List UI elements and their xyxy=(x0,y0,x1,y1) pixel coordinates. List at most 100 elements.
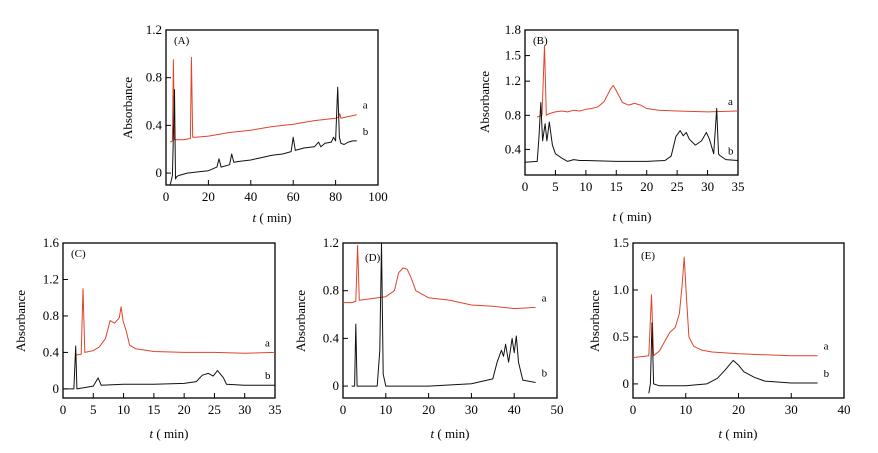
x-tick-label-b: 0 xyxy=(522,179,529,194)
panel-label-b: (B) xyxy=(533,35,548,47)
y-tick-label-b: 1.5 xyxy=(505,48,521,63)
y-axis-label-c: Absorbance xyxy=(13,290,28,352)
panel-label-d: (D) xyxy=(365,252,381,264)
x-tick-label-d: 20 xyxy=(422,402,435,417)
y-tick-label-a: 0.4 xyxy=(146,117,163,132)
y-axis-label-a: Absorbance xyxy=(120,77,135,139)
x-tick-label-e: 0 xyxy=(630,402,637,417)
x-tick-label-a: 0 xyxy=(163,189,170,204)
x-tick-label-c: 5 xyxy=(90,402,97,417)
series-label-b-b: b xyxy=(728,146,734,158)
y-tick-label-d: 1.2 xyxy=(323,235,339,250)
x-tick-label-a: 40 xyxy=(244,189,257,204)
trace-a-d xyxy=(343,244,536,310)
y-tick-label-b: 1.2 xyxy=(505,73,521,88)
x-tick-label-e: 20 xyxy=(732,402,745,417)
y-tick-label-e: 1.5 xyxy=(613,235,629,250)
y-tick-label-c: 1.6 xyxy=(43,235,60,250)
y-tick-label-e: 1.0 xyxy=(613,282,629,297)
series-label-a-a: a xyxy=(363,100,368,112)
x-tick-label-c: 30 xyxy=(238,402,251,417)
y-tick-label-e: 0 xyxy=(623,376,630,391)
x-tick-label-c: 20 xyxy=(178,402,191,417)
series-label-b-c: b xyxy=(265,370,271,382)
x-tick-label-a: 60 xyxy=(287,189,300,204)
y-axis-label-e: Absorbance xyxy=(587,290,602,352)
x-tick-label-d: 50 xyxy=(551,402,564,417)
y-tick-label-d: 0.8 xyxy=(323,283,339,298)
series-label-a-e: a xyxy=(824,341,829,353)
trace-b-c xyxy=(63,345,275,390)
x-axis-label-e: t ( min) xyxy=(718,426,757,441)
x-tick-label-d: 10 xyxy=(379,402,392,417)
series-label-b-e: b xyxy=(824,368,830,380)
x-tick-label-d: 30 xyxy=(465,402,478,417)
x-axis-label-d: t ( min) xyxy=(430,426,469,441)
y-tick-label-d: 0 xyxy=(333,378,340,393)
x-tick-label-e: 30 xyxy=(785,402,798,417)
y-axis-label-b: Absorbance xyxy=(477,71,492,133)
x-axis-label-a: t ( min) xyxy=(252,210,291,225)
y-axis-label-d: Absorbance xyxy=(293,290,308,352)
x-tick-label-d: 40 xyxy=(508,402,521,417)
x-axis-label-c: t ( min) xyxy=(149,426,188,441)
x-tick-label-b: 15 xyxy=(610,179,623,194)
x-tick-label-b: 35 xyxy=(732,179,745,194)
plot-frame-b xyxy=(524,29,739,176)
x-tick-label-e: 40 xyxy=(838,402,851,417)
panel-e: (E) Absorbance t ( min) 0 10 20 30 40 0 0.5 1.0… xyxy=(587,235,851,441)
series-label-b-d: b xyxy=(542,368,548,380)
y-tick-label-e: 0.5 xyxy=(613,329,629,344)
x-axis-label-b: t ( min) xyxy=(612,209,651,224)
trace-b-d xyxy=(351,242,536,387)
series-label-a-b: a xyxy=(728,96,733,108)
x-tick-label-c: 10 xyxy=(117,402,130,417)
x-tick-label-c: 25 xyxy=(208,402,221,417)
panel-label-a: (A) xyxy=(174,35,190,47)
y-tick-label-d: 0.4 xyxy=(323,330,340,345)
plot-frame-a xyxy=(165,29,379,186)
y-tick-label-b: 1.8 xyxy=(505,22,521,37)
panel-label-e: (E) xyxy=(641,250,655,262)
x-tick-label-b: 20 xyxy=(640,179,653,194)
x-tick-label-d: 0 xyxy=(340,402,347,417)
series-label-a-c: a xyxy=(265,337,270,349)
y-tick-label-c: 0.8 xyxy=(43,308,59,323)
trace-b-b xyxy=(524,102,739,163)
x-tick-label-c: 0 xyxy=(60,402,67,417)
x-tick-label-b: 5 xyxy=(552,179,559,194)
y-tick-label-a: 0 xyxy=(156,165,163,180)
series-label-b-a: b xyxy=(363,126,369,138)
trace-a-b xyxy=(537,44,739,118)
x-tick-label-c: 35 xyxy=(269,402,282,417)
x-tick-label-e: 10 xyxy=(679,402,692,417)
trace-b-a xyxy=(169,86,357,186)
x-tick-label-b: 10 xyxy=(579,179,592,194)
plot-frame-c xyxy=(62,242,276,399)
y-tick-label-b: 0.4 xyxy=(505,141,522,156)
panel-label-c: (C) xyxy=(71,248,86,260)
panel-d: (D) Absorbance t ( min) 0 10 20 30 40 50 0 0.4 0… xyxy=(293,235,564,441)
trace-a-e xyxy=(632,256,818,359)
panel-c: (C) Absorbance t ( min) 0 5 10 15 20 25 30 35 0 0… xyxy=(13,235,282,441)
x-tick-label-a: 80 xyxy=(329,189,342,204)
x-tick-label-a: 100 xyxy=(368,189,388,204)
x-tick-label-b: 25 xyxy=(671,179,684,194)
series-label-a-d: a xyxy=(542,292,547,304)
trace-a-a xyxy=(169,56,357,143)
y-tick-label-c: 0 xyxy=(53,381,60,396)
plot-frame-d xyxy=(342,242,558,399)
plot-frame-e xyxy=(632,242,845,399)
panel-b: (B) Absorbance t ( min) 0 5 10 15 20 25 30 35 0.… xyxy=(477,22,745,224)
x-tick-label-c: 15 xyxy=(147,402,160,417)
trace-a-c xyxy=(75,288,276,356)
y-tick-label-c: 0.4 xyxy=(43,344,60,359)
y-tick-label-a: 1.2 xyxy=(146,22,162,37)
x-tick-label-b: 30 xyxy=(701,179,714,194)
x-tick-label-a: 20 xyxy=(202,189,215,204)
y-tick-label-b: 0.8 xyxy=(505,107,521,122)
panel-a: (A) Absorbance t ( min) 0 20 40 60 80 100 0 0.4… xyxy=(120,22,388,225)
trace-b-e xyxy=(648,322,818,394)
y-tick-label-a: 0.8 xyxy=(146,70,162,85)
